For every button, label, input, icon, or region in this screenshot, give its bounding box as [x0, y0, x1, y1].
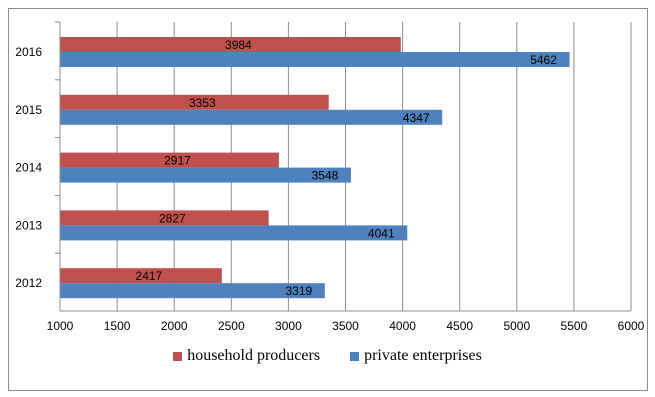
y-tick-label: 2015: [15, 103, 42, 117]
x-tick-label: 5500: [561, 319, 588, 333]
legend-label-household: household producers: [187, 347, 321, 364]
x-tick-label: 5000: [503, 319, 530, 333]
bar-private: [60, 225, 408, 241]
legend-label-private: private enterprises: [364, 347, 482, 364]
data-label: 4041: [368, 226, 395, 240]
bar-private: [60, 109, 443, 125]
legend: household producers private enterprises: [0, 344, 655, 368]
bar-private: [60, 52, 570, 67]
x-tick-label: 1000: [47, 319, 74, 333]
axes: [55, 21, 631, 312]
gridlines: [116, 22, 632, 311]
x-tick-label: 4000: [389, 319, 416, 333]
data-label: 3319: [285, 284, 312, 298]
data-label: 4347: [403, 111, 430, 125]
bar-household: [60, 152, 279, 168]
x-tick-label: 2500: [218, 319, 245, 333]
data-label: 2827: [159, 211, 186, 225]
data-label: 3984: [225, 38, 252, 52]
chart-frame: [8, 8, 648, 391]
y-tick-label: 2016: [15, 45, 42, 59]
x-tick-label: 3500: [332, 319, 359, 333]
bar-household: [60, 268, 222, 284]
x-tick-label: 3000: [275, 319, 302, 333]
x-tick-label: 1500: [104, 319, 131, 333]
labels: 1000 1500 2000 2500 3000 3500 4000 4500 5000 5500…: [15, 38, 644, 333]
y-tick-label: 2013: [15, 218, 42, 232]
x-tick-label: 2000: [161, 319, 188, 333]
bar-household: [60, 37, 401, 52]
bar-private: [60, 283, 325, 299]
legend-swatch-private: [350, 351, 360, 361]
legend-swatch-household: [173, 351, 183, 361]
bar-private: [60, 167, 351, 183]
data-label: 2917: [164, 154, 191, 168]
legend-item-private: private enterprises: [350, 347, 482, 365]
x-tick-label: 4500: [446, 319, 473, 333]
data-label: 5462: [530, 53, 557, 67]
x-tick-label: 6000: [618, 319, 645, 333]
data-label: 3353: [189, 96, 216, 110]
data-label: 2417: [136, 269, 163, 283]
y-tick-label: 2012: [15, 276, 42, 290]
y-tick-label: 2014: [15, 161, 42, 175]
legend-item-household: household producers: [173, 347, 320, 365]
bar-household: [60, 210, 269, 226]
bar-household: [60, 94, 329, 110]
data-label: 3548: [312, 169, 339, 183]
bars: [60, 37, 570, 299]
